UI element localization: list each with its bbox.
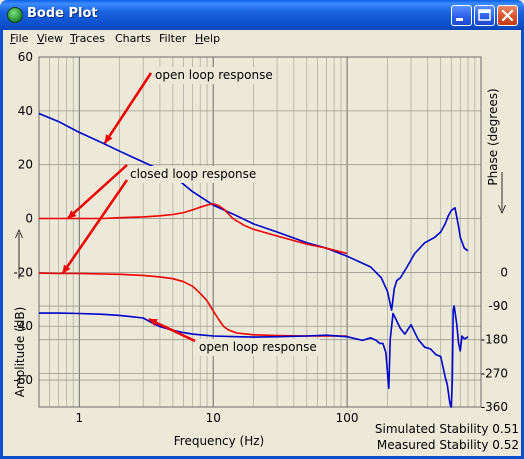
- series-open-loop-phase: [39, 305, 469, 408]
- y2-tick-label: -90: [488, 299, 508, 313]
- x-axis-label: Frequency (Hz): [174, 434, 265, 448]
- series-closed-loop-amplitude: [39, 202, 348, 255]
- close-button[interactable]: [497, 5, 518, 26]
- menu-traces-accel: T: [70, 32, 76, 45]
- minimize-icon: [456, 18, 463, 21]
- menu-help[interactable]: Help: [195, 32, 220, 45]
- window-border-left: [0, 30, 3, 459]
- bode-plot: 60 40 20 0 -20 -40 -60 0 -90 -180 -270 -360 1 10 100 o…: [13, 50, 508, 448]
- y2-tick-label: -360: [481, 400, 508, 414]
- menu-view-accel: V: [37, 32, 45, 45]
- maximize-icon: [478, 9, 491, 21]
- y-tick-label: -20: [13, 265, 33, 279]
- app-icon[interactable]: [7, 7, 23, 23]
- menu-help-label: elp: [203, 32, 221, 45]
- y2-axis-arrow: [498, 172, 506, 214]
- maximize-button[interactable]: [474, 5, 495, 26]
- menu-traces-label: races: [75, 32, 105, 45]
- close-icon: [501, 9, 514, 22]
- menu-filter[interactable]: Filter: [159, 32, 186, 45]
- y-tick-label: 0: [25, 212, 33, 226]
- annotations: open loop response closed loop response op…: [61, 67, 320, 356]
- annotation-closed-loop-amplitude: closed loop response: [130, 167, 256, 181]
- y-tick-label: -40: [13, 319, 33, 333]
- x-tick-label: 100: [336, 411, 359, 425]
- x-tick-label: 1: [75, 411, 83, 425]
- title-bar: Bode Plot: [0, 0, 524, 30]
- y-tick-label: 60: [18, 50, 33, 64]
- menu-charts-label: Charts: [115, 32, 151, 45]
- annotation-open-loop-amplitude: open loop response: [155, 68, 273, 82]
- menu-charts[interactable]: Charts: [115, 32, 151, 45]
- minimize-button[interactable]: [451, 5, 472, 26]
- arrow-closed-loop-amplitude: [66, 164, 128, 220]
- y2-tick-label: -180: [481, 333, 508, 347]
- menu-view[interactable]: View: [37, 32, 63, 45]
- menu-help-accel: H: [195, 32, 204, 45]
- arrow-open-loop-amplitude-head: [104, 134, 113, 144]
- menu-view-label: iew: [44, 32, 64, 45]
- arrow-open-loop-phase: [148, 317, 196, 343]
- arrow-closed-loop-amplitude-head: [67, 210, 77, 219]
- arrow-closed-loop-phase: [61, 179, 129, 275]
- measured-stability: Measured Stability 0.52: [376, 438, 519, 452]
- annotation-open-loop-amplitude-bg: [152, 67, 276, 84]
- y2-tick-label: -270: [481, 366, 508, 380]
- menu-filter-label: Filter: [159, 32, 187, 45]
- menu-file[interactable]: File: [10, 32, 28, 45]
- simulated-stability: Simulated Stability 0.51: [374, 422, 519, 436]
- menu-bar: File View Traces Charts Filter Help: [3, 30, 521, 47]
- tick-labels: 60 40 20 0 -20 -40 -60 0 -90 -180 -270 -360 1 10 100: [13, 50, 508, 425]
- y2-tick-label: 0: [500, 265, 508, 279]
- menu-file-label: ile: [15, 32, 29, 45]
- arrow-closed-loop-phase-head: [62, 264, 71, 274]
- y-axis-label: Amplitude (dB): [13, 307, 27, 398]
- plot-frame: [38, 56, 482, 408]
- window-border-right: [521, 30, 524, 459]
- window-border-bottom: [0, 456, 524, 459]
- y-tick-label: 20: [18, 158, 33, 172]
- annotation-closed-loop-amplitude-bg: [127, 166, 261, 183]
- annotation-open-loop-phase: open loop response: [199, 340, 317, 354]
- window-title: Bode Plot: [27, 6, 98, 21]
- x-tick-label: 10: [206, 411, 221, 425]
- y2-axis-label: Phase (degrees): [486, 88, 500, 185]
- arrow-open-loop-amplitude: [103, 72, 153, 144]
- y-tick-label: -60: [13, 373, 33, 387]
- menu-file-accel: F: [10, 32, 16, 45]
- arrow-open-loop-phase-head: [148, 319, 158, 327]
- y-axis-arrow: [15, 229, 23, 279]
- series-closed-loop-phase: [38, 272, 348, 337]
- menu-traces[interactable]: Traces: [70, 32, 105, 45]
- y-tick-label: 40: [18, 104, 33, 118]
- annotation-open-loop-phase-bg: [196, 339, 320, 356]
